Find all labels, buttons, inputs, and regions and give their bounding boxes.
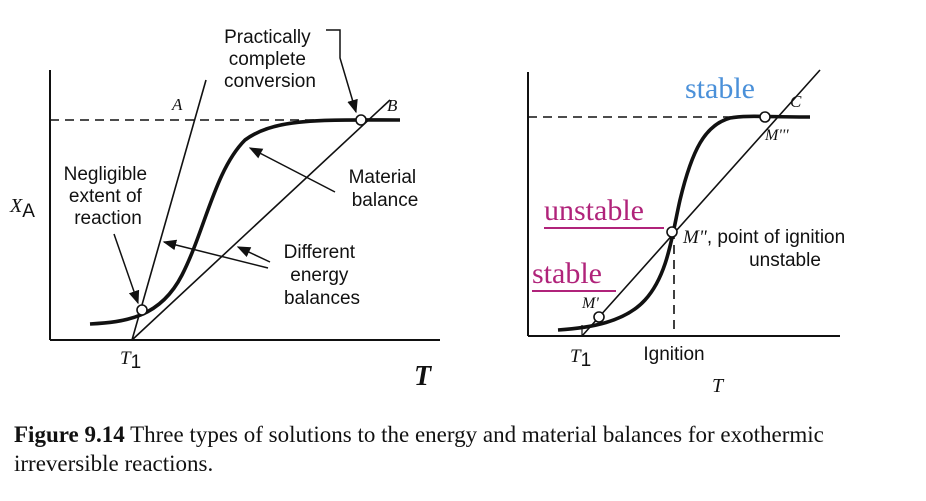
right-material-balance-curve [557,114,811,332]
left-point-high [355,114,367,126]
annotation-negligible-extent: Negligible extent of reaction [64,164,153,229]
annotation-different-energy-balances: Different energy balances [284,242,361,309]
material-balance-arrow [248,147,336,193]
left-tick-t1: T1 [120,348,141,373]
left-x-axis-label: T [414,361,433,392]
handwritten-unstable: unstable [544,194,644,227]
caption-text: Three types of solutions to the energy a… [14,422,824,476]
line-b-label: B [387,96,398,115]
energy-balance-arrow-a [162,239,269,269]
energy-balance-arrow-b [236,246,271,263]
right-panel: C M''' M' M", point of ignition unstable… [527,69,845,397]
label-m-double-prime: M", point of ignition [682,227,845,248]
handwritten-stable-top: stable [685,72,755,105]
handwritten-stable-bottom: stable [532,257,602,290]
energy-balance-line-c [581,69,821,337]
negligible-extent-arrow [113,233,140,305]
point-m-double-prime [666,226,678,238]
ignition-label: Ignition [643,344,704,365]
annotation-material-balance: Material balance [349,167,422,211]
label-unstable-printed: unstable [749,250,821,271]
practically-complete-arrow [326,29,358,114]
figure-caption: Figure 9.14 Three types of solutions to … [14,420,914,478]
energy-balance-line-b [131,99,391,341]
caption-label: Figure 9.14 [14,422,125,447]
left-point-low [136,304,148,316]
energy-balance-line-a [131,79,207,341]
point-m-triple-prime [759,111,771,123]
left-panel: XA T T1 A B Practically complete convers… [9,27,440,392]
point-m-prime [593,311,605,323]
annotation-practically-complete: Practically complete conversion [224,27,316,92]
label-m-triple-prime: M''' [764,127,789,144]
right-tick-t1: T1 [570,346,591,371]
label-m-prime: M' [581,295,599,312]
right-x-axis-label: T [712,375,725,397]
line-a-label: A [171,95,183,114]
left-y-label: XA [9,195,35,222]
line-c-label: C [790,92,802,111]
